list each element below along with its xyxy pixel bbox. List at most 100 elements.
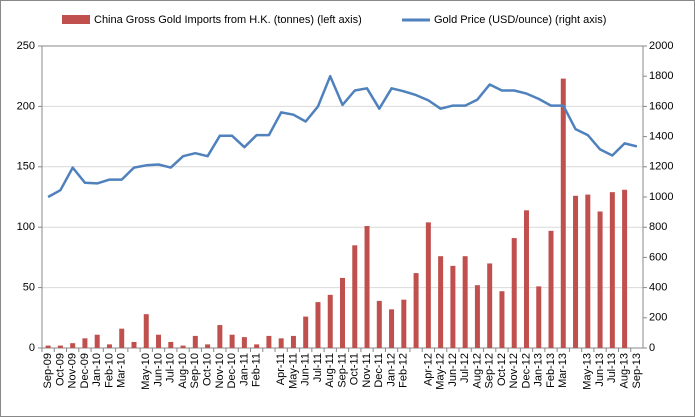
x-tick-label: Sep-10 xyxy=(189,353,201,388)
bar xyxy=(106,344,112,348)
y2-tick-label: 1800 xyxy=(649,70,673,82)
bar xyxy=(438,256,444,348)
x-tick-label: Dec-12 xyxy=(520,353,532,388)
x-tick-label: Oct-11 xyxy=(349,353,361,385)
y2-tick-label: 1000 xyxy=(649,191,673,203)
x-tick-label: May-13 xyxy=(582,353,594,390)
bar xyxy=(143,314,149,348)
bar xyxy=(45,345,51,348)
x-tick-label: Jul-10 xyxy=(165,353,177,383)
x-tick-label: Nov-11 xyxy=(361,353,373,388)
x-tick-label: May-10 xyxy=(140,353,152,390)
y2-tick-label: 0 xyxy=(649,342,655,354)
bar xyxy=(352,245,358,348)
bar xyxy=(278,338,284,348)
x-tick-label: Jan-10 xyxy=(91,353,103,387)
y2-tick-label: 600 xyxy=(649,251,667,263)
x-tick-label: Aug-13 xyxy=(619,353,631,388)
bar xyxy=(511,238,517,348)
bar xyxy=(376,300,382,348)
x-tick-label: Jun-12 xyxy=(447,353,459,387)
bar xyxy=(94,334,100,348)
bar xyxy=(474,285,480,348)
x-tick-label: Nov-12 xyxy=(508,353,520,388)
x-tick-label: Dec-10 xyxy=(226,353,238,388)
y2-tick-label: 200 xyxy=(649,312,667,324)
x-tick-label: Oct-12 xyxy=(496,353,508,386)
legend-label: Gold Price (USD/ounce) (right axis) xyxy=(434,14,606,26)
bar xyxy=(622,189,628,348)
bar xyxy=(254,344,260,348)
x-tick-label: Nov-09 xyxy=(67,353,79,388)
y2-tick-label: 1200 xyxy=(649,161,673,173)
x-tick-label: Aug-10 xyxy=(177,353,189,388)
x-tick-label: Jul-11 xyxy=(312,353,324,382)
bar xyxy=(536,286,542,348)
x-tick-label: Mar-10 xyxy=(116,353,128,388)
x-tick-label: Aug-11 xyxy=(324,353,336,388)
bar xyxy=(241,337,247,348)
x-tick-label: Apr-12 xyxy=(422,353,434,386)
bar xyxy=(70,343,76,348)
x-tick-label: Feb-10 xyxy=(103,353,115,388)
y-tick-label: 50 xyxy=(23,282,35,294)
x-tick-label: Jul-12 xyxy=(459,353,471,383)
y-tick-label: 150 xyxy=(17,161,35,173)
bar xyxy=(327,294,333,348)
bar xyxy=(315,302,321,348)
x-tick-label: Mar-13 xyxy=(557,353,569,388)
x-tick-label: Dec-09 xyxy=(79,353,91,388)
x-tick-label: May-11 xyxy=(287,353,299,389)
x-tick-label: Feb-11 xyxy=(251,353,263,387)
x-tick-label: Jul-13 xyxy=(606,353,618,383)
y2-tick-label: 2000 xyxy=(649,40,673,52)
x-tick-label: Feb-12 xyxy=(398,353,410,388)
bar xyxy=(401,299,407,348)
bar xyxy=(217,325,223,348)
line xyxy=(47,74,638,199)
x-tick-label: Aug-12 xyxy=(471,353,483,388)
x-tick-label: Jun-11 xyxy=(300,353,312,386)
bar xyxy=(119,328,125,348)
bar xyxy=(303,316,309,348)
bar xyxy=(229,334,235,348)
bar xyxy=(364,225,370,348)
y2-tick-label: 400 xyxy=(649,282,667,294)
bar xyxy=(462,256,468,348)
bar xyxy=(57,345,63,348)
x-tick-label: Jan-12 xyxy=(385,353,397,387)
bar xyxy=(548,230,554,348)
x-tick-label: May-12 xyxy=(435,353,447,390)
y2-tick-label: 1600 xyxy=(649,100,673,112)
bar xyxy=(180,345,186,348)
x-tick-label: Jun-10 xyxy=(152,353,164,387)
bar xyxy=(597,211,603,348)
bar xyxy=(205,344,211,348)
y-tick-label: 250 xyxy=(17,40,35,52)
bar xyxy=(413,273,419,348)
x-tick-label: Sep-13 xyxy=(631,353,643,388)
x-tick-label: Jan-13 xyxy=(533,353,545,387)
x-tick-label: Oct-10 xyxy=(201,353,213,386)
x-tick-label: Jan-11 xyxy=(238,353,250,386)
x-tick-label: Oct-09 xyxy=(54,353,66,386)
legend-swatch xyxy=(62,15,90,24)
y-tick-label: 100 xyxy=(17,221,35,233)
x-tick-label: Sep-09 xyxy=(42,353,54,388)
bar xyxy=(499,291,505,348)
x-tick-label: Feb-13 xyxy=(545,353,557,388)
bar xyxy=(487,263,493,348)
y-tick-label: 200 xyxy=(17,100,35,112)
x-tick-label: Sep-12 xyxy=(484,353,496,388)
legend-label: China Gross Gold Imports from H.K. (tonn… xyxy=(94,14,362,26)
x-tick-label: Dec-11 xyxy=(373,353,385,388)
x-tick-label: Nov-10 xyxy=(214,353,226,388)
y2-tick-label: 800 xyxy=(649,221,667,233)
bar xyxy=(290,335,296,348)
bar xyxy=(609,192,615,348)
bar xyxy=(192,335,198,348)
bar xyxy=(425,222,431,348)
bar xyxy=(266,335,272,348)
